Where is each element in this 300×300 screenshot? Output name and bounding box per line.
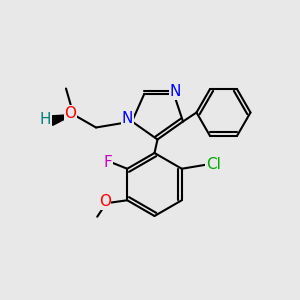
Text: H: H xyxy=(39,112,51,127)
Text: N: N xyxy=(122,111,133,126)
Polygon shape xyxy=(52,115,74,125)
Text: Cl: Cl xyxy=(206,157,221,172)
Text: N: N xyxy=(170,84,181,99)
Text: O: O xyxy=(64,106,76,121)
Text: O: O xyxy=(99,194,111,209)
Text: F: F xyxy=(103,155,112,170)
